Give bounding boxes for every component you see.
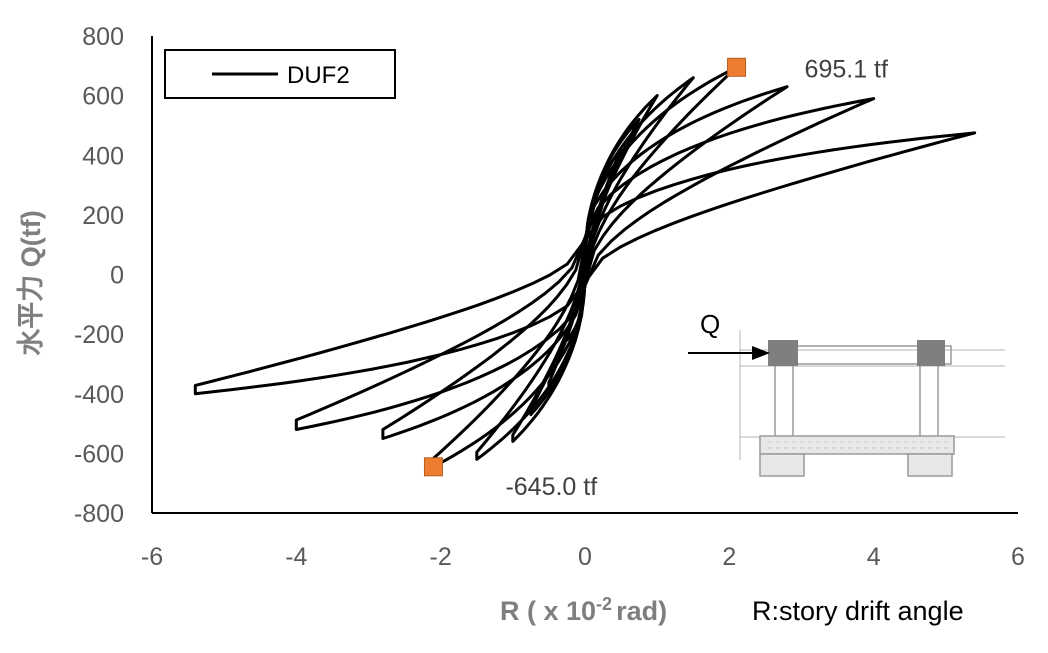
inset-joint-left — [768, 340, 798, 366]
plot-area — [151, 36, 1018, 514]
x-axis-title-main: R ( x 10 — [500, 596, 596, 626]
y-tick-label: 0 — [110, 262, 124, 290]
hysteresis-loop-8 — [294, 97, 876, 431]
y-tick-labels: -800 -600 -400 -200 0 200 400 600 800 — [74, 23, 124, 528]
y-axis-title: 水平力 Q(tf) — [16, 210, 46, 355]
peak-label: 695.1 tf — [805, 55, 888, 83]
hysteresis-loop-5 — [475, 76, 695, 461]
specimen-inset: Q — [688, 309, 1016, 510]
inset-footing-left — [759, 453, 805, 477]
y-tick-label: -200 — [74, 321, 124, 349]
load-arrow-icon — [752, 346, 770, 360]
x-axis-title-suffix: rad) — [616, 596, 667, 626]
legend-label-duf2: DUF2 — [287, 62, 350, 89]
y-tick-label: -400 — [74, 381, 124, 409]
x-tick-label: -2 — [430, 543, 452, 571]
x-tick-label: -4 — [285, 543, 307, 571]
peak-label: -645.0 tf — [505, 473, 597, 501]
hysteresis-loop-9 — [193, 131, 977, 396]
y-tick-label: 600 — [82, 83, 124, 111]
y-tick-label: 400 — [82, 142, 124, 170]
inset-footing-right — [907, 453, 953, 477]
x-tick-label: 6 — [1011, 543, 1025, 571]
y-tick-label: -800 — [74, 500, 124, 528]
x-tick-label: 0 — [578, 543, 592, 571]
peak-marker — [727, 57, 747, 77]
x-tick-label: 4 — [867, 543, 881, 571]
x-tick-labels: -6 -4 -2 0 2 4 6 — [141, 543, 1025, 571]
legend: DUF2 — [164, 49, 396, 99]
series-duf2 — [193, 65, 977, 469]
hysteresis-loop-4 — [511, 94, 659, 443]
inset-foundation — [759, 435, 955, 455]
peak-markers: 695.1 tf -645.0 tf — [423, 55, 888, 501]
load-label: Q — [700, 309, 720, 339]
x-axis-title: R ( x 10-2 rad) — [500, 594, 667, 626]
y-tick-label: 800 — [82, 23, 124, 51]
hysteresis-loop-7 — [381, 85, 789, 440]
x-tick-label: -6 — [141, 543, 163, 571]
inset-joint-right — [917, 340, 945, 366]
legend-box — [164, 49, 396, 99]
y-tick-label: 200 — [82, 202, 124, 230]
x-axis-note: R:story drift angle — [752, 596, 964, 626]
peak-marker — [423, 457, 443, 477]
x-axis-title-sup: -2 — [596, 594, 612, 614]
x-tick-label: 2 — [722, 543, 736, 571]
y-tick-label: -600 — [74, 440, 124, 468]
